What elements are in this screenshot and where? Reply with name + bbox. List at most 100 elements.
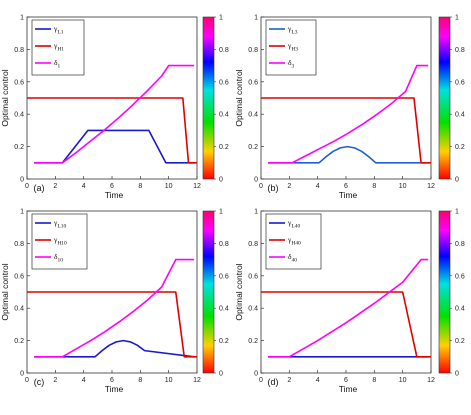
panel-label: (c) — [34, 377, 45, 387]
colorbar: 0 0.2 0.4 0.6 0.8 1 — [438, 209, 465, 378]
colorbar-tick-label: 1 — [455, 15, 459, 22]
x-tick-label: 6 — [344, 183, 348, 190]
colorbar-tick-label: 0.6 — [219, 79, 229, 86]
colorbar-tick-label: 0.4 — [455, 306, 465, 313]
legend-subscript: H1 — [57, 47, 64, 53]
legend-subscript: L10 — [57, 224, 66, 230]
y-tick-label: 0.8 — [14, 241, 24, 248]
y-tick-label: 1 — [20, 209, 24, 216]
x-axis-label: Time — [105, 384, 124, 394]
y-tick-label: 1 — [20, 15, 24, 22]
legend-symbol: γ — [53, 41, 58, 50]
y-axis-label: Optimal control — [234, 263, 244, 320]
legend-subscript: 40 — [292, 258, 298, 264]
series-line-1 — [268, 145, 429, 164]
legend-entry-2: γH40 — [287, 235, 301, 247]
colorbar-tick-label: 0.6 — [455, 273, 465, 280]
y-tick-label: 0.6 — [14, 79, 24, 86]
x-tick-label: 2 — [53, 183, 57, 190]
colorbar-tick-label: 0 — [219, 371, 223, 378]
colorbar-tick-label: 0.2 — [219, 338, 229, 345]
legend-entry-3: δ3 — [288, 58, 295, 70]
colorbar-tick-label: 0.8 — [455, 241, 465, 248]
y-tick-label: 0.6 — [14, 273, 24, 280]
colorbar-tick-label: 0.8 — [455, 47, 465, 54]
colorbar-tick-label: 1 — [219, 15, 223, 22]
colorbar: 0 0.2 0.4 0.6 0.8 1 — [202, 209, 229, 378]
x-tick-label: 8 — [372, 183, 376, 190]
legend-subscript: H40 — [291, 241, 301, 247]
legend-entry-3: δ1 — [54, 58, 61, 70]
x-tick-label: 6 — [110, 377, 114, 384]
series-line-3 — [34, 258, 195, 358]
y-tick-label: 1 — [254, 15, 258, 22]
colorbar-tick-label: 0.4 — [219, 306, 229, 313]
legend-symbol: δ — [54, 58, 58, 67]
x-tick-label: 8 — [138, 377, 142, 384]
panel-label: (d) — [268, 377, 279, 387]
panel-label: (b) — [268, 183, 279, 193]
legend-symbol: γ — [53, 235, 58, 244]
legend-symbol: γ — [53, 24, 58, 33]
legend-subscript: L1 — [57, 30, 63, 36]
x-tick-label: 4 — [316, 377, 320, 384]
y-tick-label: 0 — [20, 371, 24, 378]
x-tick-label: 2 — [53, 377, 57, 384]
x-axis-label: Time — [339, 384, 358, 394]
x-tick-label: 12 — [193, 377, 201, 384]
series-line-2 — [261, 97, 431, 164]
colorbar-tick-label: 1 — [455, 209, 459, 216]
y-tick-label: 0.6 — [248, 273, 258, 280]
y-tick-label: 0 — [20, 177, 24, 184]
legend-entry-2: γH3 — [287, 41, 298, 53]
y-tick-label: 0.2 — [248, 144, 258, 151]
legend-subscript: 10 — [58, 258, 64, 264]
legend-symbol: δ — [288, 58, 292, 67]
y-tick-label: 1 — [254, 209, 258, 216]
y-tick-label: 0.4 — [248, 306, 258, 313]
x-tick-label: 12 — [427, 377, 435, 384]
colorbar-gradient — [438, 210, 451, 374]
panel-label: (a) — [34, 183, 45, 193]
series-line-3 — [268, 64, 429, 164]
colorbar-tick-label: 0.8 — [219, 47, 229, 54]
y-tick-label: 0.2 — [14, 338, 24, 345]
colorbar-tick-label: 0.4 — [455, 112, 465, 119]
colorbar-tick-label: 0 — [455, 371, 459, 378]
legend-subscript: L40 — [291, 224, 300, 230]
legend-symbol: γ — [287, 24, 292, 33]
y-tick-label: 0.4 — [14, 306, 24, 313]
x-tick-label: 10 — [399, 377, 407, 384]
x-tick-label: 4 — [316, 183, 320, 190]
x-tick-label: 4 — [82, 183, 86, 190]
colorbar-tick-label: 0 — [455, 177, 459, 184]
legend-symbol: γ — [53, 218, 58, 227]
x-tick-label: 8 — [138, 183, 142, 190]
y-tick-label: 0.8 — [248, 241, 258, 248]
legend-entry-2: γH10 — [53, 235, 67, 247]
x-tick-label: 6 — [344, 377, 348, 384]
series-line-3 — [34, 64, 195, 164]
y-axis-label: Optimal control — [234, 69, 244, 126]
legend-subscript: L3 — [291, 30, 297, 36]
x-tick-label: 12 — [427, 183, 435, 190]
y-tick-label: 0.6 — [248, 79, 258, 86]
colorbar-tick-label: 1 — [219, 209, 223, 216]
y-tick-label: 0.8 — [248, 47, 258, 54]
legend-entry-1: γL3 — [287, 24, 298, 36]
x-tick-label: 10 — [165, 377, 173, 384]
legend-entry-2: γH1 — [53, 41, 64, 53]
legend-symbol: γ — [287, 218, 292, 227]
legend-symbol: γ — [287, 235, 292, 244]
x-tick-label: 0 — [259, 183, 263, 190]
y-tick-label: 0.4 — [248, 112, 258, 119]
y-tick-label: 0.4 — [14, 112, 24, 119]
x-axis-label: Time — [105, 190, 124, 200]
x-tick-label: 2 — [287, 377, 291, 384]
